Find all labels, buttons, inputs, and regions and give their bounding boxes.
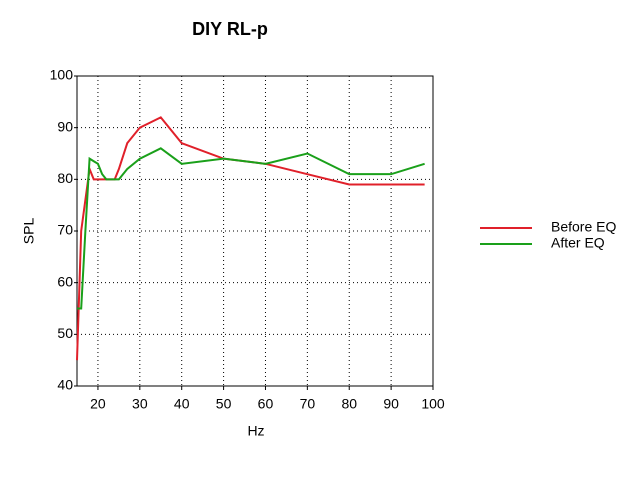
legend-label: After EQ xyxy=(551,235,605,251)
x-tick-label: 50 xyxy=(216,396,232,412)
x-tick-label: 80 xyxy=(341,396,357,412)
x-tick-label: 90 xyxy=(383,396,399,412)
y-tick-label: 80 xyxy=(57,170,73,186)
y-tick-label: 60 xyxy=(57,273,73,289)
y-tick-label: 90 xyxy=(57,118,73,134)
line-series xyxy=(77,147,425,310)
legend-label: Before EQ xyxy=(551,219,616,235)
y-tick-label: 100 xyxy=(50,67,74,83)
x-tick-label: 100 xyxy=(421,396,445,412)
y-tick-label: 70 xyxy=(57,222,73,238)
x-tick-label: 40 xyxy=(174,396,190,412)
y-axis-label: SPL xyxy=(21,218,37,245)
x-tick-label: 60 xyxy=(258,396,274,412)
y-tick-label: 50 xyxy=(57,325,73,341)
y-tick-label: 40 xyxy=(57,377,73,393)
x-tick-label: 30 xyxy=(132,396,148,412)
chart-title: DIY RL-p xyxy=(192,19,268,39)
plot-frame xyxy=(76,75,434,387)
x-axis-label: Hz xyxy=(247,423,264,439)
x-tick-label: 20 xyxy=(90,396,106,412)
x-tick-label: 70 xyxy=(300,396,316,412)
line-series xyxy=(76,116,425,361)
